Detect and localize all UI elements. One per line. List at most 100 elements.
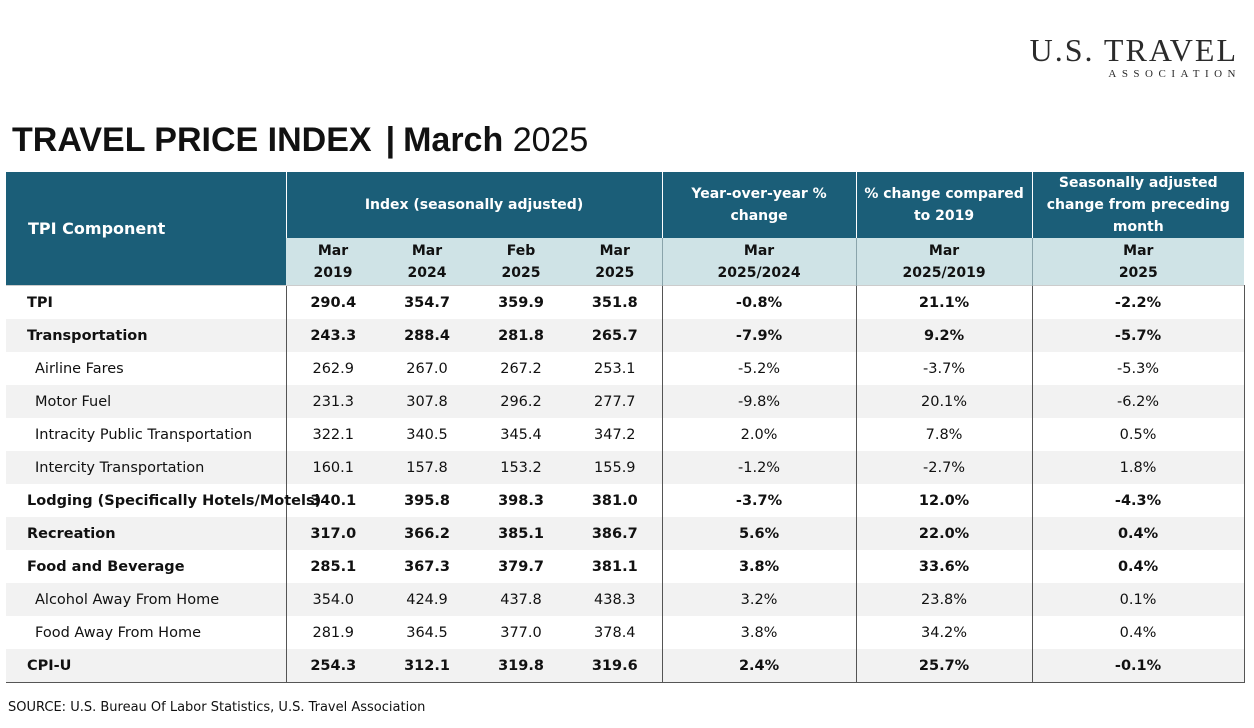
table-cell: 317.0	[285, 517, 380, 550]
table-row: Transportation 243.3 288.4 281.8 265.7 -7.9% 9…	[6, 319, 1245, 352]
table-cell: 2.4%	[661, 649, 857, 683]
table-cell: 155.9	[568, 451, 663, 484]
table-cell: 351.8	[568, 285, 663, 319]
table-cell: 438.3	[568, 583, 663, 616]
table-cell: 437.8	[474, 583, 568, 616]
table-cell: 243.3	[285, 319, 380, 352]
table-cell: 9.2%	[855, 319, 1033, 352]
subheader-cell: Mar 2025	[1031, 238, 1245, 286]
table-cell: 379.7	[498, 558, 544, 575]
table-cell: 2.0%	[661, 418, 857, 451]
table-cell: -5.7%	[1031, 319, 1245, 352]
table-cell: -3.7%	[661, 484, 857, 517]
table-cell: 366.2	[380, 517, 474, 550]
title-month: March	[403, 121, 504, 159]
subheader-year: 2024	[407, 264, 447, 281]
table-cell: 160.1	[285, 451, 380, 484]
header-yoy: Year-over-year % change	[661, 172, 857, 238]
subheader-period: Feb	[506, 242, 536, 259]
header-index-group: Index (seasonally adjusted)	[285, 172, 663, 238]
table-cell: -6.2%	[1031, 385, 1245, 418]
table-row: Recreation 317.0 366.2 385.1 386.7 5.6% 22.0% 0…	[6, 517, 1245, 550]
table-cell: 22.0%	[855, 517, 1033, 550]
table-cell: 153.2	[474, 451, 568, 484]
table-cell: -2.7%	[855, 451, 1033, 484]
table-cell: 34.2%	[855, 616, 1033, 649]
table-cell: 340.1	[285, 484, 380, 517]
subheader-year: 2025	[501, 264, 541, 281]
table-cell: 3.2%	[661, 583, 857, 616]
table-row: Intercity Transportation 160.1 157.8 153.2 1…	[6, 451, 1245, 484]
table-cell: 395.8	[404, 492, 450, 509]
title-main: TRAVEL PRICE INDEX	[12, 121, 372, 159]
table-cell: 0.4%	[1031, 517, 1245, 550]
table-cell: -4.3%	[1031, 484, 1245, 517]
row-label: Food Away From Home	[35, 624, 201, 641]
header-mom: Seasonally adjusted change from precedin…	[1031, 172, 1245, 238]
table-cell: 285.1	[285, 550, 380, 583]
table-cell: -0.1%	[1031, 649, 1245, 683]
table-row: Airline Fares 262.9 267.0 267.2 253.1 -5.2% -3…	[6, 352, 1245, 385]
title-separator: |	[385, 121, 396, 159]
table-cell: 0.5%	[1031, 418, 1245, 451]
page-title: TRAVEL PRICE INDEX | March 2025	[12, 120, 588, 160]
table-cell: 277.7	[568, 385, 663, 418]
table-row: Intracity Public Transportation 322.1 340.…	[6, 418, 1245, 451]
subheader-cell: Mar 2024	[380, 238, 474, 286]
row-label: Lodging (Specifically Hotels/Motels)	[27, 492, 322, 509]
logo-wordmark: U.S. TRAVEL	[1029, 32, 1238, 68]
subheader-period: Mar	[743, 242, 775, 259]
table-cell: 253.1	[594, 360, 636, 377]
table-cell: 0.4%	[1031, 616, 1245, 649]
table-cell: 7.8%	[855, 418, 1033, 451]
title-year: 2025	[512, 121, 589, 159]
table-row: TPI 290.4 354.7 359.9 351.8 -0.8% 21.1% -2.2%	[6, 285, 1245, 319]
table-cell: 20.1%	[855, 385, 1033, 418]
table-cell: 319.6	[568, 649, 663, 683]
table-cell: 377.0	[500, 624, 542, 641]
row-label: Transportation	[6, 319, 286, 352]
table-cell: -5.3%	[1031, 352, 1245, 385]
table-cell: 296.2	[474, 385, 568, 418]
table-cell: 345.4	[500, 426, 542, 443]
table-cell: 1.8%	[1031, 451, 1245, 484]
table-cell: 378.4	[594, 624, 636, 641]
row-label: TPI	[6, 285, 286, 319]
subheader-year: 2025/2024	[717, 264, 801, 281]
table-cell: 21.1%	[855, 285, 1033, 319]
subheader-period: Mar	[317, 242, 349, 259]
table-cell: 381.1	[591, 558, 638, 575]
table-cell: 381.0	[591, 492, 638, 509]
subheader-year: 2025	[595, 264, 635, 281]
row-label: CPI-U	[6, 649, 286, 683]
table-cell: 386.7	[568, 517, 663, 550]
table-cell: 340.5	[406, 426, 448, 443]
table-cell: 0.4%	[1031, 550, 1245, 583]
subheader-period: Mar	[928, 242, 960, 259]
table-cell: 385.1	[474, 517, 568, 550]
table-cell: 3.8%	[661, 616, 857, 649]
table-cell: 354.7	[380, 285, 474, 319]
table-cell: -0.8%	[661, 285, 857, 319]
subheader-year: 2025	[1118, 264, 1158, 281]
table-cell: 290.4	[285, 285, 380, 319]
table-cell: 157.8	[380, 451, 474, 484]
table-cell: 322.1	[285, 418, 380, 451]
subheader-year: 2019	[313, 264, 353, 281]
table-row: Motor Fuel 231.3 307.8 296.2 277.7 -9.8% 20.1%…	[6, 385, 1245, 418]
table-cell: 281.8	[474, 319, 568, 352]
table-cell: 364.5	[406, 624, 448, 641]
subheader-period: Mar	[599, 242, 630, 259]
table-cell: 3.8%	[661, 550, 857, 583]
table-cell: 359.9	[474, 285, 568, 319]
table-cell: -2.2%	[1031, 285, 1245, 319]
tpi-table: TPI Component Index (seasonally adjusted…	[6, 172, 1245, 683]
table-cell: 424.9	[380, 583, 474, 616]
table-cell: 33.6%	[855, 550, 1033, 583]
table-row: CPI-U 254.3 312.1 319.8 319.6 2.4% 25.7% -0.1%	[6, 649, 1245, 683]
table-cell: 254.3	[285, 649, 380, 683]
us-travel-logo: U.S. TRAVEL ASSOCIATION	[1030, 34, 1238, 82]
row-label: Intracity Public Transportation	[35, 426, 253, 443]
source-note: SOURCE: U.S. Bureau Of Labor Statistics,…	[8, 700, 426, 715]
subheader-cell: Feb 2025	[474, 238, 568, 286]
